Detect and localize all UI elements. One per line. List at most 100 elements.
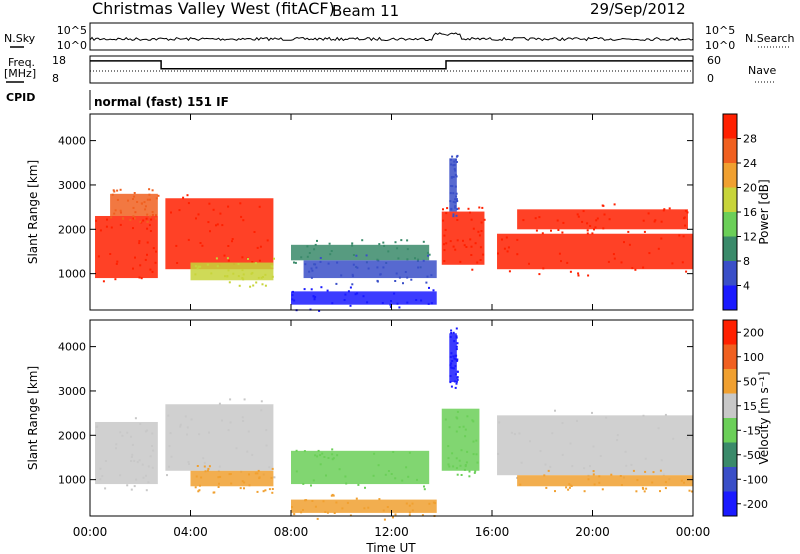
velocity-echo-speckle: [645, 487, 648, 490]
velocity-y-tick-label: 2000: [58, 429, 86, 442]
power-echo-speckle: [538, 273, 541, 276]
velocity-echo-speckle: [510, 431, 513, 434]
velocity-echo-speckle: [203, 461, 206, 464]
velocity-echo-speckle: [241, 416, 244, 419]
velocity-echo-region: [497, 415, 693, 476]
velocity-echo-speckle: [518, 432, 521, 435]
velocity-echo-speckle: [219, 475, 222, 478]
power-echo-speckle: [483, 218, 486, 221]
power-echo-speckle: [410, 278, 413, 281]
velocity-colorbar-tick-label: -50: [743, 449, 761, 462]
power-echo-speckle: [381, 302, 384, 304]
power-echo-speckle: [647, 212, 650, 215]
power-y-ticks: 1000 2000 3000 4000: [58, 135, 693, 281]
velocity-echo-speckle: [455, 467, 458, 470]
power-echo-speckle: [472, 227, 475, 230]
power-echo-speckle: [417, 266, 420, 269]
velocity-echo-speckle: [218, 482, 220, 485]
power-echo-speckle: [443, 249, 446, 252]
power-echo-speckle: [320, 286, 323, 289]
velocity-echo-speckle: [386, 506, 389, 508]
velocity-echo-speckle: [355, 497, 358, 500]
power-echo-speckle: [340, 274, 343, 277]
power-echo-speckle: [144, 205, 147, 208]
velocity-echo-speckle: [644, 457, 647, 460]
power-echo-speckle: [684, 224, 687, 227]
power-echo-speckle: [129, 218, 132, 221]
velocity-echo-speckle: [458, 459, 461, 462]
power-echo-speckle: [237, 263, 240, 265]
power-echo-speckle: [627, 230, 630, 233]
power-echo-speckle: [432, 289, 435, 292]
power-echo-speckle: [349, 286, 352, 289]
power-echo-speckle: [258, 205, 261, 208]
power-echo-speckle: [109, 253, 112, 255]
power-echo-speckle: [654, 219, 657, 222]
velocity-echo-speckle: [434, 502, 437, 505]
velocity-echo-region: [95, 421, 158, 485]
power-echo-speckle: [102, 280, 105, 283]
velocity-echo-speckle: [462, 425, 465, 428]
velocity-echo-speckle: [119, 431, 122, 434]
velocity-echo-speckle: [516, 476, 518, 479]
velocity-echo-speckle: [146, 429, 149, 432]
power-echo-speckle: [310, 288, 313, 291]
velocity-echo-speckle: [341, 507, 344, 510]
power-echo-speckle: [216, 223, 219, 226]
power-echo-speckle: [215, 257, 218, 260]
power-echo-speckle: [455, 195, 458, 198]
power-echo-speckle: [480, 221, 483, 224]
power-echo-speckle: [586, 222, 589, 225]
power-echo-speckle: [569, 270, 572, 273]
power-echo-speckle: [561, 231, 564, 234]
power-echo-speckle: [312, 295, 315, 298]
velocity-echo-speckle: [460, 474, 463, 476]
power-echo-speckle: [258, 259, 261, 262]
velocity-echo-speckle: [616, 434, 619, 437]
power-echo-speckle: [479, 246, 482, 249]
velocity-echo-speckle: [450, 385, 453, 388]
velocity-echo-speckle: [254, 472, 257, 475]
power-echo-speckle: [657, 247, 660, 250]
velocity-echo-speckle: [327, 457, 330, 459]
power-echo-speckle: [197, 265, 200, 268]
velocity-echo-speckle: [311, 500, 314, 502]
velocity-echo-speckle: [616, 439, 619, 442]
velocity-echo-speckle: [200, 476, 203, 479]
velocity-echo-speckle: [184, 415, 187, 418]
velocity-echo-speckle: [345, 482, 348, 485]
velocity-echo-speckle: [416, 478, 418, 481]
velocity-echo-speckle: [660, 459, 663, 462]
frequency-tick-bottom: 8: [52, 72, 59, 85]
velocity-echo-speckle: [258, 477, 261, 480]
power-echo-speckle: [476, 261, 479, 264]
velocity-echo-speckle: [643, 490, 646, 493]
velocity-colorbar-tick-label: 100: [743, 351, 764, 364]
power-echo-speckle: [306, 255, 309, 258]
power-echo-speckle: [132, 206, 135, 209]
velocity-echo-speckle: [338, 468, 341, 471]
power-echo-speckle: [226, 257, 229, 260]
velocity-echo-speckle: [411, 509, 414, 512]
power-echo-speckle: [389, 303, 392, 306]
velocity-echo-speckle: [229, 421, 232, 424]
velocity-echo-speckle: [561, 453, 564, 456]
power-echo-speckle: [503, 247, 506, 250]
power-echo-speckle: [227, 269, 230, 272]
power-echo-speckle: [445, 212, 448, 215]
velocity-echo-speckle: [300, 511, 303, 514]
velocity-colorbar-segment: [723, 467, 737, 492]
power-echo-speckle: [351, 283, 354, 286]
velocity-echo-speckle: [544, 463, 547, 466]
velocity-echo-speckle: [394, 513, 397, 516]
power-echo-speckle: [150, 218, 153, 221]
power-echo-speckle: [376, 258, 379, 261]
power-echo-speckle: [264, 273, 267, 276]
velocity-echo-speckle: [119, 474, 122, 477]
power-echo-speckle: [595, 219, 598, 222]
velocity-echo-speckle: [408, 451, 411, 454]
power-echo-speckle: [186, 194, 189, 197]
velocity-echo-speckle: [452, 331, 455, 334]
velocity-echo-speckle: [472, 420, 475, 423]
velocity-echo-speckle: [520, 461, 523, 464]
